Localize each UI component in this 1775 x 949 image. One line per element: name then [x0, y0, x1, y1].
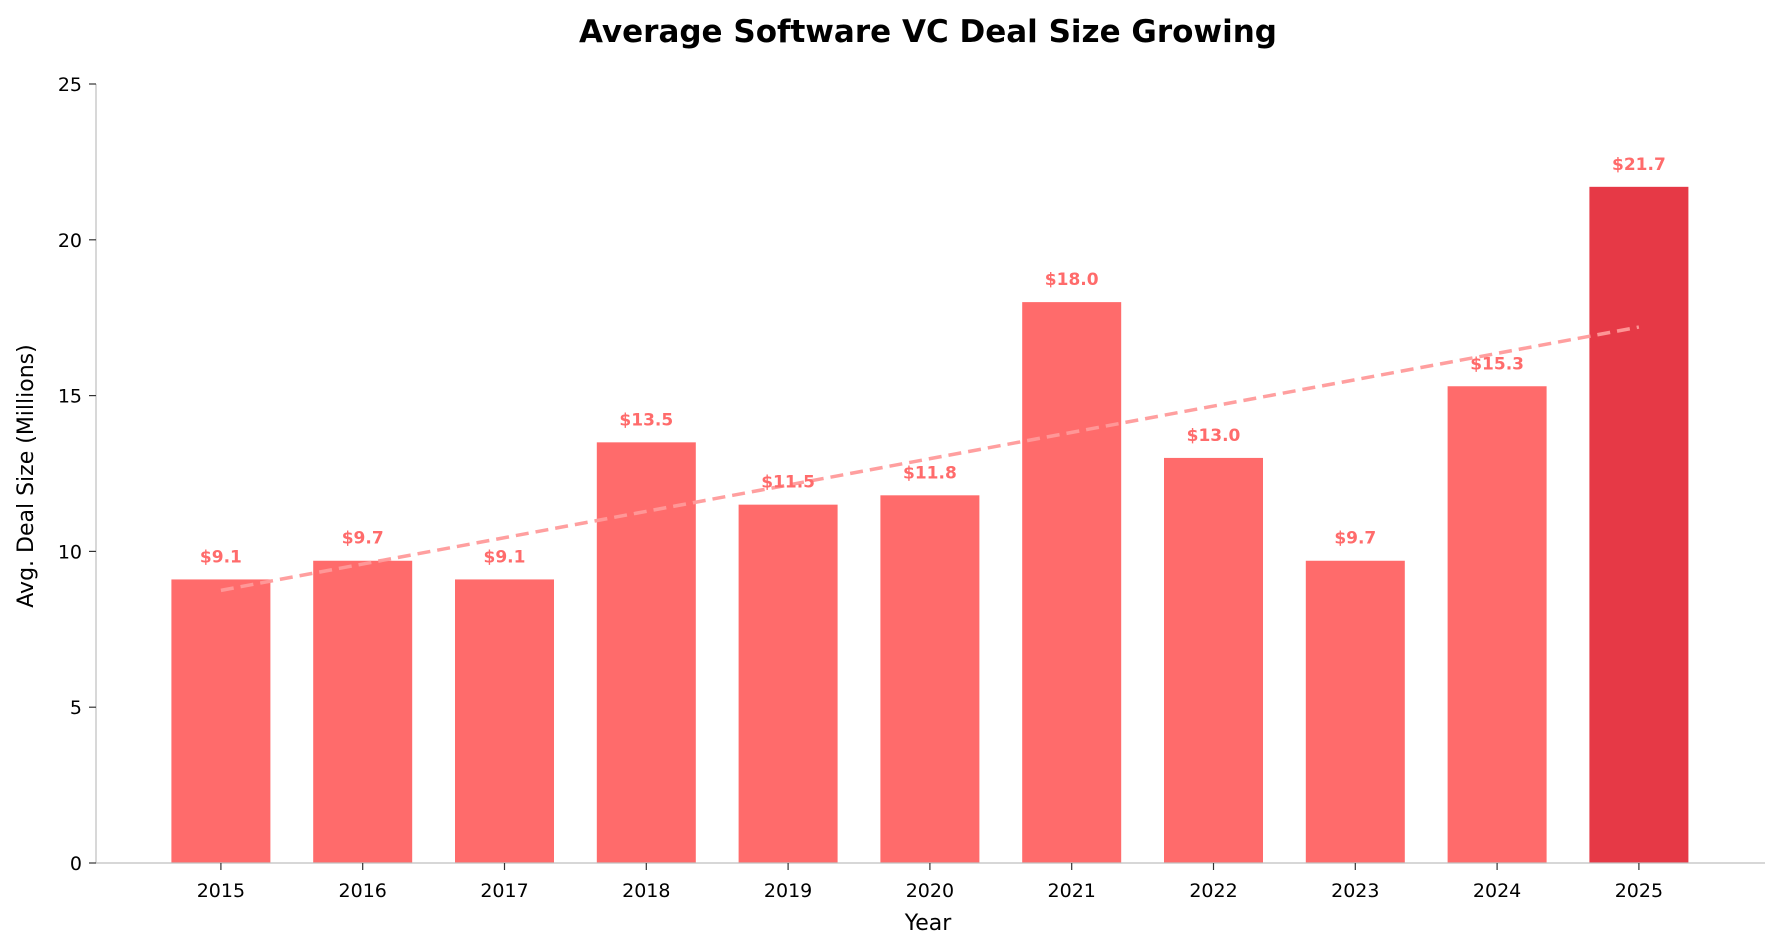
- data-label-2015: $9.1: [200, 547, 242, 567]
- chart-title: Average Software VC Deal Size Growing: [579, 14, 1277, 50]
- y-tick-label-5: 5: [70, 697, 82, 719]
- bars-group: [171, 186, 1689, 863]
- bar-2019: [738, 504, 838, 863]
- bar-2025: [1589, 186, 1689, 863]
- y-tick-label-20: 20: [58, 230, 82, 252]
- bar-2023: [1305, 560, 1405, 863]
- trendline: [220, 325, 1640, 593]
- bar-2024: [1447, 386, 1547, 863]
- x-tick-label-2018: 2018: [622, 880, 670, 902]
- data-label-2023: $9.7: [1334, 529, 1376, 549]
- x-tick-label-2022: 2022: [1189, 880, 1237, 902]
- data-label-2025: $21.7: [1612, 155, 1666, 175]
- bar-2021: [1022, 302, 1122, 863]
- data-label-2022: $13.0: [1187, 426, 1241, 446]
- x-tick-label-2015: 2015: [197, 880, 245, 902]
- bar-2020: [880, 495, 980, 863]
- x-tick-label-2016: 2016: [339, 880, 387, 902]
- data-label-2018: $13.5: [619, 410, 673, 430]
- bar-2015: [171, 579, 271, 863]
- bar-2016: [313, 560, 413, 863]
- y-ticks-group: 0 5 10 15 20 25: [58, 74, 96, 875]
- y-tick-label-0: 0: [70, 853, 82, 875]
- x-ticks-group: 2015 2016 2017 2018 2019 2020 2021 2022 2023 2024…: [197, 863, 1663, 902]
- data-label-2024: $15.3: [1470, 354, 1524, 374]
- y-axis-label: Avg. Deal Size (Millions): [14, 344, 39, 607]
- x-tick-label-2021: 2021: [1048, 880, 1096, 902]
- data-label-2019: $11.5: [761, 473, 815, 493]
- bar-2017: [455, 579, 554, 863]
- trendline-group: [220, 325, 1640, 593]
- bar-2022: [1164, 457, 1263, 863]
- x-tick-label-2025: 2025: [1615, 880, 1663, 902]
- x-axis-label: Year: [904, 911, 953, 936]
- data-label-2021: $18.0: [1045, 270, 1099, 290]
- data-label-2017: $9.1: [484, 547, 526, 567]
- x-tick-label-2020: 2020: [906, 880, 954, 902]
- data-labels-group: $9.1 $9.7 $9.1 $13.5 $11.5 $11.8 $18.0 $13.0 $9.…: [200, 155, 1666, 568]
- data-label-2020: $11.8: [903, 463, 957, 483]
- data-label-2016: $9.7: [342, 529, 384, 549]
- x-tick-label-2023: 2023: [1331, 880, 1379, 902]
- y-tick-label-25: 25: [58, 74, 82, 96]
- x-tick-label-2017: 2017: [480, 880, 528, 902]
- x-tick-label-2024: 2024: [1473, 880, 1521, 902]
- y-tick-label-15: 15: [58, 386, 82, 408]
- x-tick-label-2019: 2019: [764, 880, 812, 902]
- y-tick-label-10: 10: [58, 541, 82, 563]
